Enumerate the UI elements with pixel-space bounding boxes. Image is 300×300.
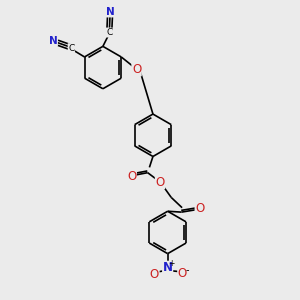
Text: -: - [186,265,189,275]
Text: C: C [106,28,112,37]
Text: N: N [106,7,115,17]
Text: O: O [195,202,204,215]
Text: +: + [168,260,175,268]
Text: O: O [127,170,136,183]
Text: C: C [68,44,74,52]
Text: O: O [132,63,141,76]
Text: N: N [49,36,57,46]
Text: N: N [163,261,173,274]
Text: O: O [178,267,187,280]
Text: O: O [150,268,159,281]
Text: O: O [155,176,165,189]
